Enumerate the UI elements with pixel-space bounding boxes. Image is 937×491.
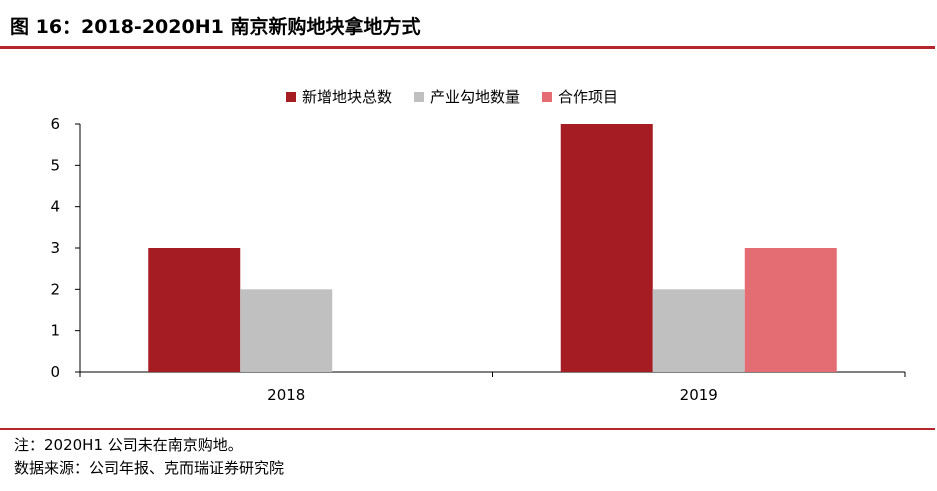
y-tick-label: 6 bbox=[50, 115, 60, 133]
title-divider bbox=[0, 46, 935, 49]
bar-2019-series-2 bbox=[744, 248, 837, 372]
y-tick-label: 2 bbox=[50, 280, 60, 298]
x-tick-label: 2019 bbox=[680, 386, 718, 404]
legend-label: 合作项目 bbox=[558, 88, 619, 106]
data-source: 数据来源：公司年报、克而瑞证券研究院 bbox=[14, 459, 285, 477]
y-tick-label: 3 bbox=[50, 239, 60, 257]
footnotes: 注：2020H1 公司未在南京购地。 数据来源：公司年报、克而瑞证券研究院 bbox=[14, 434, 284, 480]
legend-item-new-plots: 新增地块总数 bbox=[286, 86, 392, 107]
bar-2018-series-1 bbox=[240, 289, 333, 372]
legend-label: 产业勾地数量 bbox=[430, 88, 521, 106]
chart-note: 注：2020H1 公司未在南京购地。 bbox=[14, 436, 243, 454]
bar-2019-series-0 bbox=[560, 124, 653, 372]
footer-divider bbox=[0, 428, 935, 430]
bar-2019-series-1 bbox=[652, 289, 745, 372]
y-tick-label: 0 bbox=[50, 363, 60, 381]
legend-swatch bbox=[414, 91, 425, 102]
legend-item-industrial: 产业勾地数量 bbox=[414, 86, 520, 107]
legend-item-cooperation: 合作项目 bbox=[542, 86, 618, 107]
legend-swatch bbox=[542, 91, 553, 102]
bar-2018-series-0 bbox=[148, 248, 241, 372]
y-tick-label: 5 bbox=[50, 156, 60, 174]
chart-legend: 新增地块总数 产业勾地数量 合作项目 bbox=[286, 86, 640, 107]
y-tick-label: 1 bbox=[50, 322, 60, 340]
bar-chart: 0 1 2 3 4 5 6 2018 2019 bbox=[50, 115, 906, 404]
legend-swatch bbox=[286, 91, 296, 102]
figure-title: 图 16：2018-2020H1 南京新购地块拿地方式 bbox=[10, 16, 421, 38]
x-tick-label: 2018 bbox=[267, 386, 305, 404]
legend-label: 新增地块总数 bbox=[302, 88, 393, 106]
y-tick-label: 4 bbox=[50, 198, 60, 216]
